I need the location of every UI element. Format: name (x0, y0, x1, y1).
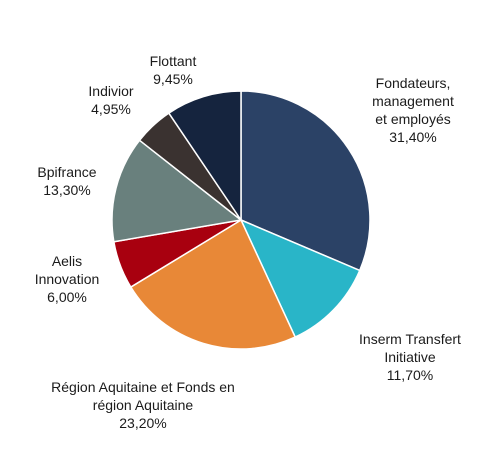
pie-slice-region (129, 218, 297, 350)
label-inserm-value: 11,70% (386, 367, 434, 383)
label-aelis-line-1: Aelis (51, 253, 83, 269)
label-indivior: Indivior 4,95% (76, 82, 146, 118)
label-fondateurs-line-2: management (372, 93, 454, 109)
label-flottant: Flottant 9,45% (133, 52, 213, 88)
label-bpifrance-value: 13,30% (43, 182, 91, 198)
label-inserm-line-2: Initiative (384, 349, 436, 365)
label-aelis: Aelis Innovation 6,00% (22, 252, 112, 306)
pie-slice-bpifrance (111, 139, 243, 243)
pie-slice-flottant (167, 90, 242, 223)
label-region-line-1: Région Aquitaine et Fonds en (51, 379, 235, 395)
label-region: Région Aquitaine et Fonds en région Aqui… (28, 378, 258, 432)
label-bpifrance-line-1: Bpifrance (37, 164, 97, 180)
label-inserm: Inserm Transfert Initiative 11,70% (340, 330, 480, 384)
label-fondateurs-line-1: Fondateurs, (375, 75, 451, 91)
label-fondateurs-line-3: et employés (375, 111, 451, 127)
label-fondateurs-value: 31,40% (389, 129, 437, 145)
label-inserm-line-1: Inserm Transfert (359, 331, 461, 347)
label-bpifrance: Bpifrance 13,30% (22, 163, 112, 199)
label-indivior-line-1: Indivior (88, 83, 134, 99)
label-flottant-line-1: Flottant (149, 53, 197, 69)
label-fondateurs: Fondateurs, management et employés 31,40… (358, 74, 468, 146)
label-aelis-line-2: Innovation (34, 271, 100, 287)
pie-slice-fondateurs (240, 90, 371, 272)
label-region-value: 23,20% (119, 415, 167, 431)
label-indivior-value: 4,95% (91, 101, 131, 117)
label-region-line-2: région Aquitaine (92, 397, 194, 413)
pie-slice-inserm (239, 218, 361, 339)
label-aelis-value: 6,00% (47, 289, 87, 305)
label-flottant-value: 9,45% (153, 71, 193, 87)
